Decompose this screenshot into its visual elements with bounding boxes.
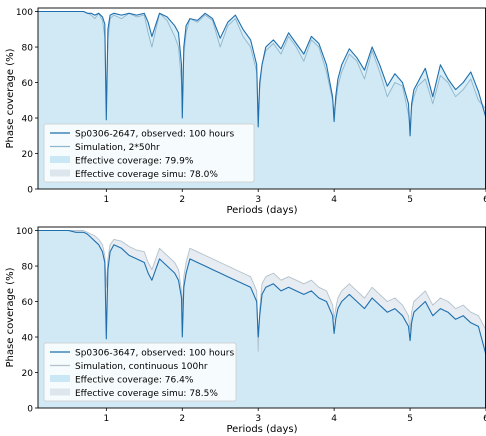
legend-swatch-fill — [50, 388, 70, 396]
legend-swatch-fill — [50, 375, 70, 382]
y-tick-label: 40 — [22, 334, 34, 344]
y-tick-label: 40 — [22, 115, 34, 125]
x-tick-label: 1 — [103, 195, 109, 205]
x-tick-label: 6 — [483, 414, 486, 424]
legend-entry: Effective coverage: 79.9% — [75, 157, 194, 167]
y-axis-label: Phase coverage (%) — [5, 267, 16, 367]
y-tick-label: 80 — [22, 263, 34, 273]
x-tick-label: 3 — [255, 195, 261, 205]
simulation-line — [38, 230, 486, 352]
y-tick-label: 60 — [22, 79, 34, 89]
legend: Sp0306-2647, observed: 100 hours Simulati… — [43, 123, 255, 183]
legend-entry: Sp0306-3647, observed: 100 hours — [75, 349, 234, 359]
x-tick-label: 3 — [255, 414, 261, 424]
x-tick-label: 4 — [331, 195, 337, 205]
chart-panel-1: 0 20 40 60 80 100 1 2 3 4 5 6 Periods (days) Phase co… — [5, 7, 486, 216]
y-tick-label: 80 — [22, 44, 34, 54]
x-tick-label: 2 — [179, 195, 185, 205]
observed-line — [38, 229, 486, 355]
legend-swatch-fill — [50, 156, 70, 163]
y-tick-label: 100 — [16, 227, 33, 237]
x-axis-label: Periods (days) — [227, 205, 298, 216]
y-axis-label: Phase coverage (%) — [5, 48, 16, 148]
legend-entry: Simulation, continuous 100hr — [75, 362, 208, 372]
x-tick-label: 2 — [179, 414, 185, 424]
x-tick-label: 6 — [483, 195, 486, 205]
legend: Sp0306-3647, observed: 100 hours Simulati… — [43, 342, 237, 402]
legend-box — [43, 342, 237, 402]
y-tick-label: 20 — [22, 150, 34, 160]
x-tick-label: 5 — [407, 414, 413, 424]
chart-panel-2: 0 20 40 60 80 100 1 2 3 4 5 6 Periods (days) Phase co… — [5, 226, 486, 435]
legend-entry: Effective coverage simu: 78.5% — [75, 389, 218, 399]
y-tick-label: 20 — [22, 369, 34, 379]
y-tick-label: 100 — [16, 8, 33, 18]
y-tick-label: 0 — [27, 186, 33, 196]
y-tick-label: 0 — [27, 405, 33, 415]
x-axis-label: Periods (days) — [227, 424, 298, 435]
legend-box — [43, 123, 255, 183]
observed-line — [38, 10, 486, 137]
legend-entry: Simulation, 2*50hr — [75, 143, 160, 153]
x-tick-label: 4 — [331, 414, 337, 424]
x-tick-label: 5 — [407, 195, 413, 205]
legend-entry: Effective coverage simu: 78.0% — [75, 170, 218, 180]
y-tick-label: 60 — [22, 298, 34, 308]
legend-swatch-fill — [50, 169, 70, 177]
legend-entry: Sp0306-2647, observed: 100 hours — [75, 130, 234, 140]
legend-entry: Effective coverage: 76.4% — [75, 376, 194, 386]
x-tick-label: 1 — [103, 414, 109, 424]
